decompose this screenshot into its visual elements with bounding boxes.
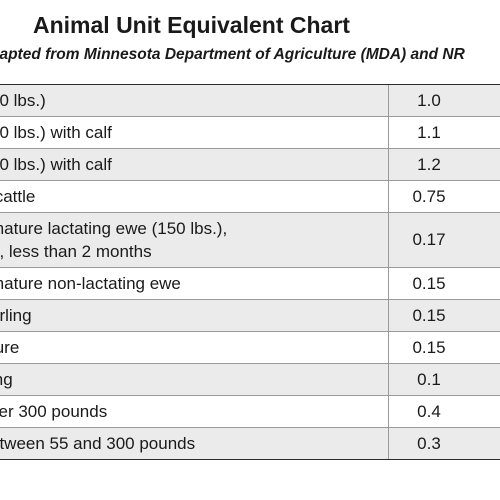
- animal-type-cell: etween 55 and 300 pounds: [0, 428, 388, 459]
- table-row: 00 lbs.) 1.0: [0, 85, 500, 117]
- chart-subtitle: dapted from Minnesota Department of Agri…: [0, 46, 465, 63]
- animal-type-cell: cattle: [0, 181, 388, 212]
- animal-unit-value: 0.4: [417, 401, 441, 421]
- table-row: mature non-lactating ewe 0.15: [0, 268, 500, 300]
- column-divider: [388, 117, 389, 148]
- animal-type-text: mature lactating ewe (150 lbs.), b, less…: [0, 219, 228, 261]
- animal-type-text: cattle: [0, 187, 36, 206]
- table-row: ture 0.15: [0, 332, 500, 364]
- column-divider: [388, 332, 389, 363]
- animal-type-cell: arling: [0, 300, 388, 331]
- animal-unit-table: 00 lbs.) 1.0 00 lbs.) with calf 1.1 00 l…: [0, 84, 500, 460]
- animal-type-cell: 00 lbs.) with calf: [0, 149, 388, 180]
- column-divider: [388, 149, 389, 180]
- animal-type-text: ing: [0, 370, 13, 389]
- animal-type-cell: mature non-lactating ewe: [0, 268, 388, 299]
- column-divider: [388, 213, 389, 267]
- column-divider: [388, 85, 389, 116]
- animal-type-cell: 00 lbs.) with calf: [0, 117, 388, 148]
- table-row: mature lactating ewe (150 lbs.), b, less…: [0, 213, 500, 268]
- animal-unit-value: 1.1: [417, 122, 441, 142]
- animal-type-text: arling: [0, 306, 32, 325]
- animal-type-text: 00 lbs.) with calf: [0, 155, 112, 174]
- animal-unit-value: 1.2: [417, 154, 441, 174]
- table-row: arling 0.15: [0, 300, 500, 332]
- table-row: etween 55 and 300 pounds 0.3: [0, 428, 500, 460]
- animal-type-text: 00 lbs.): [0, 91, 46, 110]
- animal-type-text: etween 55 and 300 pounds: [0, 434, 196, 453]
- table-row: ing 0.1: [0, 364, 500, 396]
- table-row: cattle 0.75: [0, 181, 500, 213]
- column-divider: [388, 300, 389, 331]
- animal-unit-value: 0.1: [417, 369, 441, 389]
- animal-unit-value: 1.0: [417, 90, 441, 110]
- animal-unit-value: 0.75: [412, 186, 446, 206]
- animal-type-cell: 00 lbs.): [0, 85, 388, 116]
- column-divider: [388, 428, 389, 459]
- table-row: 00 lbs.) with calf 1.2: [0, 149, 500, 181]
- column-divider: [388, 268, 389, 299]
- animal-unit-value: 0.15: [412, 273, 446, 293]
- chart-title: Animal Unit Equivalent Chart: [33, 12, 350, 38]
- animal-type-cell: ture: [0, 332, 388, 363]
- table-row: 00 lbs.) with calf 1.1: [0, 117, 500, 149]
- animal-type-text: ture: [0, 338, 20, 357]
- animal-type-cell: mature lactating ewe (150 lbs.), b, less…: [0, 213, 388, 267]
- animal-type-text: mature non-lactating ewe: [0, 274, 181, 293]
- column-divider: [388, 364, 389, 395]
- animal-unit-value: 0.3: [417, 433, 441, 453]
- animal-type-cell: ver 300 pounds: [0, 396, 388, 427]
- animal-type-text: 00 lbs.) with calf: [0, 123, 112, 142]
- table-row: ver 300 pounds 0.4: [0, 396, 500, 428]
- column-divider: [388, 396, 389, 427]
- animal-unit-value: 0.15: [412, 305, 446, 325]
- animal-type-text: ver 300 pounds: [0, 402, 108, 421]
- animal-type-cell: ing: [0, 364, 388, 395]
- column-divider: [388, 181, 389, 212]
- animal-unit-value: 0.17: [412, 230, 446, 249]
- animal-unit-value: 0.15: [412, 337, 446, 357]
